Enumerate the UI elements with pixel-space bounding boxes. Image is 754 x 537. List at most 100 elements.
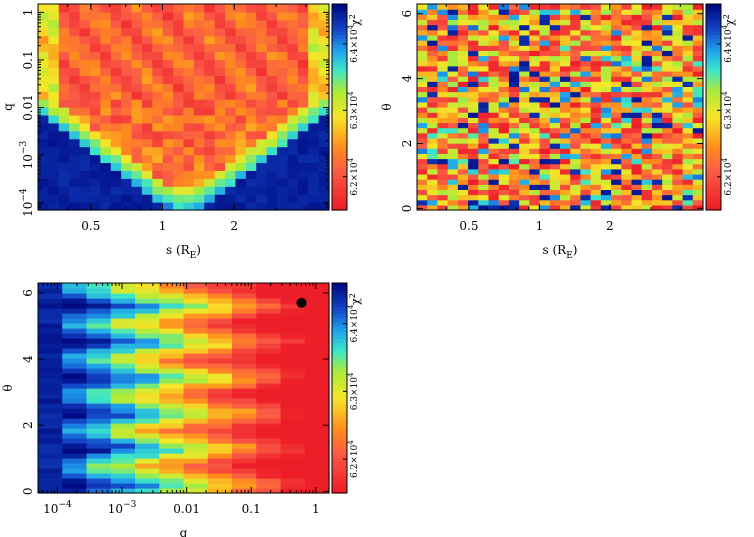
heatmap-cell: [417, 204, 428, 211]
heatmap-cell: [207, 363, 233, 369]
heatmap-cell: [110, 358, 136, 364]
heatmap-cell: [193, 27, 205, 37]
heatmap-cell: [277, 154, 289, 164]
heatmap-cell: [437, 96, 449, 103]
colorbar-segment: [332, 182, 347, 187]
heatmap-cell: [256, 408, 282, 414]
heatmap-cell: [651, 168, 663, 175]
heatmap-cell: [183, 122, 195, 132]
heatmap-cell: [427, 107, 439, 113]
heatmap-cell: [549, 189, 561, 196]
heatmap-cell: [611, 127, 622, 134]
heatmap-cell: [121, 154, 133, 164]
heatmap-cell: [580, 4, 592, 10]
heatmap-cell: [287, 67, 299, 76]
heatmap-cell: [651, 163, 663, 170]
colorbar-segment: [332, 479, 347, 484]
colorbar-segment: [332, 141, 347, 146]
heatmap-cell: [86, 423, 112, 429]
heatmap-cell: [631, 153, 643, 160]
y-tick-label: 0: [400, 205, 414, 213]
heatmap-cell: [580, 148, 592, 154]
heatmap-cell: [89, 170, 101, 179]
heatmap-cell: [539, 55, 551, 62]
heatmap-cell: [560, 204, 571, 211]
heatmap-cell: [580, 29, 592, 36]
heatmap-cell: [417, 81, 428, 87]
heatmap-cell: [235, 91, 247, 100]
heatmap-cell: [447, 173, 459, 180]
heatmap-cell: [183, 388, 209, 394]
heatmap-cell: [447, 132, 459, 139]
heatmap-cell: [672, 50, 684, 57]
colorbar-segment: [332, 342, 347, 347]
heatmap-cell: [468, 4, 479, 10]
heatmap-cell: [193, 99, 205, 108]
colorbar-segment: [332, 203, 347, 208]
heatmap-cell: [508, 117, 520, 124]
heatmap-cell: [549, 34, 561, 41]
heatmap-cell: [692, 29, 704, 36]
heatmap-cell: [38, 122, 49, 132]
y-tick-label: 4: [400, 74, 414, 82]
heatmap-cell: [508, 50, 520, 57]
heatmap-cell: [318, 67, 330, 76]
heatmap-cell: [173, 35, 185, 45]
heatmap-cell: [100, 130, 112, 140]
heatmap-cell: [304, 453, 330, 459]
heatmap-cell: [225, 154, 237, 164]
heatmap-cell: [498, 112, 510, 118]
heatmap-cell: [447, 107, 459, 113]
heatmap-cell: [135, 433, 160, 439]
heatmap-cell: [38, 318, 63, 324]
heatmap-cell: [590, 132, 602, 139]
heatmap-cell: [682, 24, 694, 31]
heatmap-cell: [256, 162, 268, 171]
colorbar-segment: [706, 82, 721, 87]
colorbar-segment: [332, 41, 347, 46]
heatmap-cell: [682, 189, 694, 196]
heatmap-cell: [48, 51, 60, 61]
heatmap-cell: [549, 163, 561, 170]
heatmap-cell: [193, 178, 205, 187]
heatmap-cell: [235, 35, 247, 45]
heatmap-cell: [437, 29, 449, 36]
heatmap-cell: [427, 60, 439, 67]
heatmap-cell: [100, 83, 112, 92]
heatmap-cell: [508, 101, 520, 108]
heatmap-cell: [611, 76, 622, 82]
heatmap-cell: [641, 9, 653, 15]
heatmap-cell: [266, 130, 278, 140]
heatmap-cell: [110, 154, 122, 164]
heatmap-cell: [152, 138, 164, 148]
heatmap-cell: [692, 132, 704, 139]
heatmap-cell: [611, 204, 622, 211]
y-tick-label: 4: [21, 355, 35, 363]
heatmap-cell: [621, 40, 633, 46]
heatmap-cell: [651, 76, 663, 82]
heatmap-cell: [692, 65, 704, 72]
heatmap-cell: [207, 473, 233, 479]
heatmap-cell: [62, 313, 88, 319]
heatmap-cell: [214, 99, 226, 108]
colorbar-segment: [332, 144, 347, 149]
heatmap-cell: [207, 448, 233, 454]
heatmap-cell: [121, 43, 133, 53]
heatmap-cell: [235, 170, 247, 179]
heatmap-cell: [207, 353, 233, 359]
heatmap-cell: [570, 19, 582, 26]
heatmap-cell: [69, 146, 81, 156]
heatmap-cell: [519, 40, 530, 46]
heatmap-cell: [651, 65, 663, 72]
heatmap-cell: [86, 478, 112, 484]
colorbar-tick-label-group: 6.4×104: [347, 24, 360, 62]
heatmap-cell: [287, 114, 299, 124]
heatmap-cell: [549, 137, 561, 144]
heatmap-cell: [427, 137, 439, 144]
heatmap-cell: [692, 55, 704, 62]
heatmap-cell: [159, 298, 185, 304]
heatmap-cell: [280, 378, 306, 384]
heatmap-cell: [232, 423, 257, 429]
heatmap-cell: [62, 393, 88, 399]
heatmap-cell: [152, 75, 164, 84]
